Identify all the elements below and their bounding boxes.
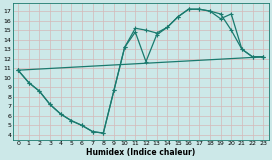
X-axis label: Humidex (Indice chaleur): Humidex (Indice chaleur)	[86, 148, 195, 156]
